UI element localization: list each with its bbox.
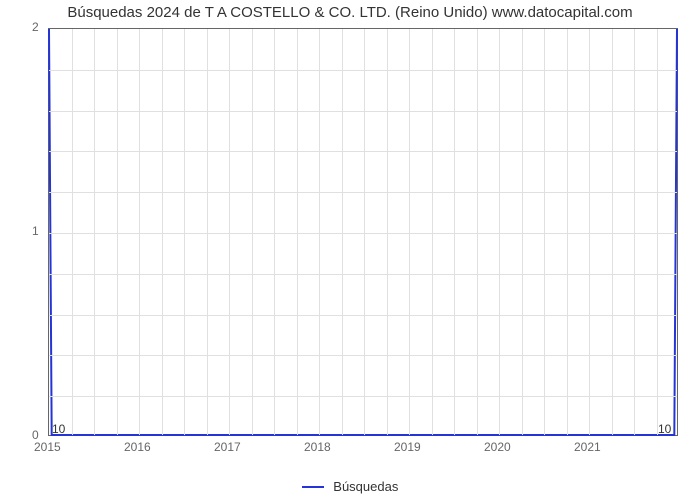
gridline-v — [297, 29, 298, 435]
gridline-v — [634, 29, 635, 435]
y-tick-label: 1 — [32, 224, 39, 238]
plot-area — [48, 28, 678, 436]
legend-swatch — [302, 486, 324, 488]
gridline-v — [589, 29, 590, 435]
gridline-v — [117, 29, 118, 435]
gridline-v — [477, 29, 478, 435]
gridline-v — [139, 29, 140, 435]
x-tick-label: 2015 — [34, 440, 61, 454]
x-tick-label: 2021 — [574, 440, 601, 454]
gridline-h — [49, 111, 677, 112]
gridline-h — [49, 233, 677, 234]
x-tick-label: 2017 — [214, 440, 241, 454]
gridline-h — [49, 192, 677, 193]
y-tick-label: 2 — [32, 20, 39, 34]
gridline-v — [319, 29, 320, 435]
point-value-label: 10 — [52, 422, 65, 436]
x-tick-label: 2019 — [394, 440, 421, 454]
gridline-v — [229, 29, 230, 435]
gridline-v — [184, 29, 185, 435]
gridline-v — [387, 29, 388, 435]
gridline-v — [364, 29, 365, 435]
gridline-v — [612, 29, 613, 435]
x-tick-label: 2018 — [304, 440, 331, 454]
gridline-h — [49, 70, 677, 71]
gridline-v — [409, 29, 410, 435]
legend-label: Búsquedas — [333, 479, 398, 494]
gridline-v — [499, 29, 500, 435]
x-tick-label: 2016 — [124, 440, 151, 454]
gridline-v — [432, 29, 433, 435]
gridline-v — [454, 29, 455, 435]
gridline-v — [567, 29, 568, 435]
chart-title: Búsquedas 2024 de T A COSTELLO & CO. LTD… — [0, 4, 700, 21]
chart-container: Búsquedas 2024 de T A COSTELLO & CO. LTD… — [0, 0, 700, 500]
gridline-v — [274, 29, 275, 435]
x-tick-label: 2020 — [484, 440, 511, 454]
gridline-v — [207, 29, 208, 435]
gridline-v — [522, 29, 523, 435]
gridline-v — [72, 29, 73, 435]
legend: Búsquedas — [0, 478, 700, 494]
gridline-v — [544, 29, 545, 435]
y-tick-label: 0 — [32, 428, 39, 442]
gridline-v — [252, 29, 253, 435]
gridline-h — [49, 274, 677, 275]
gridline-v — [657, 29, 658, 435]
gridline-h — [49, 315, 677, 316]
point-value-label: 10 — [658, 422, 671, 436]
gridline-h — [49, 396, 677, 397]
gridline-h — [49, 151, 677, 152]
series-line — [49, 29, 677, 435]
gridline-v — [162, 29, 163, 435]
gridline-v — [94, 29, 95, 435]
gridline-v — [342, 29, 343, 435]
gridline-h — [49, 355, 677, 356]
